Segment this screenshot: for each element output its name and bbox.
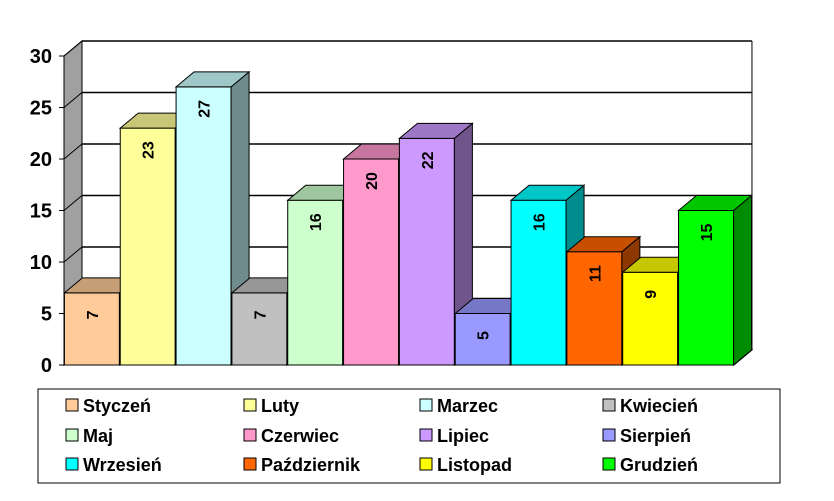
legend-label: Listopad	[437, 455, 512, 475]
bars: 7 23 27 7 16 20 22 5 16 11 9 15	[63, 70, 753, 367]
legend-swatch	[65, 428, 79, 442]
y-axis: 0 5 10 15 20 25 30	[30, 46, 65, 377]
legend-swatch	[65, 457, 79, 471]
data-label: 7	[252, 310, 269, 319]
y-tick-label: 0	[41, 355, 52, 377]
data-label: 23	[141, 141, 158, 159]
bar-front	[454, 313, 511, 366]
bar-top	[509, 184, 586, 201]
legend-swatch	[602, 428, 616, 442]
legend-swatch	[602, 457, 616, 471]
legend-swatch	[419, 457, 433, 471]
legend-label: Styczeń	[83, 396, 151, 416]
gridline-side	[63, 246, 83, 263]
legend-label: Lipiec	[437, 426, 489, 446]
legend-label: Grudzień	[620, 455, 698, 475]
bar-front	[231, 292, 288, 366]
data-label: 7	[85, 310, 102, 319]
bar-front	[175, 86, 232, 366]
legend-swatch	[243, 428, 257, 442]
bar-front	[398, 137, 455, 366]
legend: Styczeń Luty Marzec Kwiecień Maj Czerwiec Lipi…	[37, 388, 781, 484]
gridline-side	[63, 40, 83, 57]
legend-label: Kwiecień	[620, 396, 698, 416]
legend-label: Czerwiec	[261, 426, 339, 446]
bar-top	[565, 236, 642, 253]
bar-front	[622, 271, 679, 366]
bar-front	[119, 127, 176, 366]
gridline-side	[63, 143, 83, 160]
y-tick-label: 15	[30, 201, 52, 223]
data-label: 15	[699, 224, 716, 242]
legend-swatch	[602, 398, 616, 412]
y-tick-label: 25	[30, 98, 52, 120]
y-tick-label: 10	[30, 252, 52, 274]
legend-swatch	[419, 428, 433, 442]
gridline-side	[63, 92, 83, 108]
bar-front	[566, 251, 623, 366]
data-label: 16	[532, 213, 549, 231]
legend-label: Marzec	[437, 396, 498, 416]
y-tick-label: 5	[41, 304, 52, 326]
legend-label: Październik	[261, 455, 361, 475]
bar-top	[174, 71, 251, 88]
legend-swatch	[419, 398, 433, 412]
gridline-side	[63, 195, 83, 211]
bar-top	[677, 195, 753, 211]
data-label: 20	[364, 172, 381, 190]
legend-swatch	[243, 398, 257, 412]
bar-front	[510, 199, 567, 366]
legend-label: Wrzesień	[83, 455, 162, 475]
bar-front	[63, 292, 120, 366]
legend-box	[37, 388, 781, 484]
data-label: 5	[476, 331, 493, 340]
legend-swatch	[65, 398, 79, 412]
data-label: 11	[587, 265, 604, 282]
legend-label: Sierpień	[620, 426, 691, 446]
data-label: 16	[308, 213, 325, 231]
legend-label: Luty	[261, 396, 299, 416]
bar-top	[398, 122, 474, 139]
bar-side	[733, 194, 753, 367]
y-tick-label: 20	[30, 149, 52, 171]
legend-label: Maj	[83, 426, 113, 446]
bar-front	[287, 199, 344, 366]
data-label: 9	[643, 290, 660, 299]
data-label: 27	[197, 100, 214, 118]
y-tick-label: 30	[30, 46, 52, 68]
bar: 15	[677, 194, 753, 367]
legend-swatch	[243, 457, 257, 471]
bar: 20	[342, 142, 418, 367]
bar-front	[343, 158, 400, 366]
data-label: 22	[420, 151, 437, 169]
